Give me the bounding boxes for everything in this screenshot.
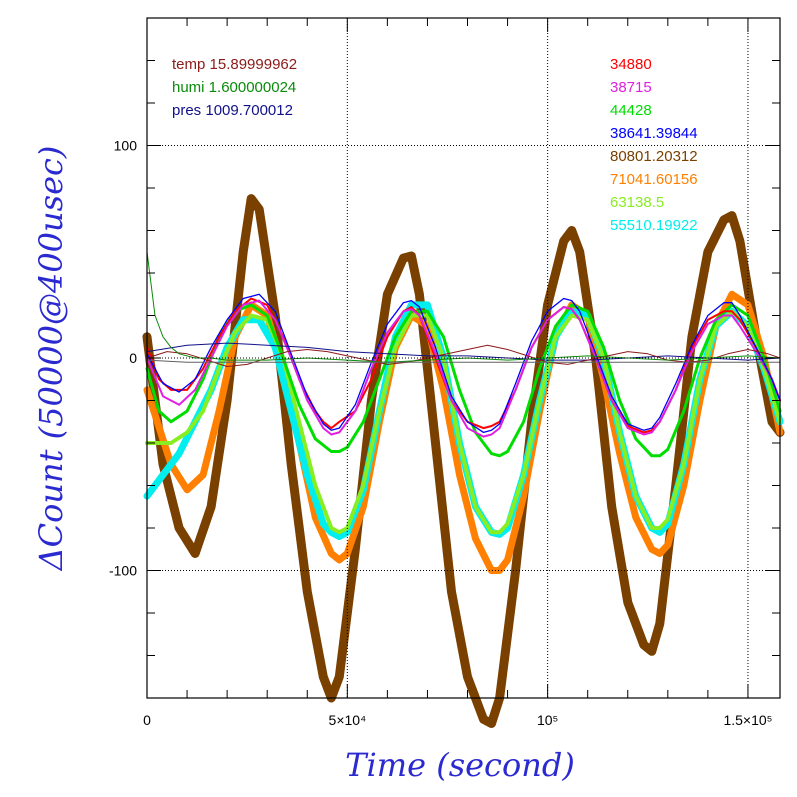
series-line-8 [146, 293, 781, 434]
legend-left-entry-humi: humi 1.600000024 [172, 79, 296, 96]
grid-layer [147, 18, 780, 698]
series-line-9 [146, 342, 781, 361]
legend-left: temp 15.89999962 humi 1.600000024 pres 100… [172, 56, 297, 119]
ticks-layer [146, 17, 780, 699]
legend-left-entry-temp: temp 15.89999962 [172, 56, 297, 73]
legend-right-entry-4: 38641.39844 [610, 125, 698, 142]
y-tick-label-1: 0 [129, 350, 137, 366]
legend-right-entry-8: 55510.19922 [610, 217, 698, 234]
legend-right-entry-1: 34880 [610, 56, 652, 73]
x-tick-label-2: 10⁵ [537, 712, 558, 728]
legend-right-entry-2: 38715 [610, 79, 652, 96]
y-axis-title: ΔCount (50000@400usec) [32, 146, 70, 573]
tick-labels-layer: 0 5×10⁴ 10⁵ 1.5×10⁵ -100 0 100 [109, 138, 772, 729]
legend-left-entry-pres: pres 1009.700012 [172, 102, 293, 119]
series-line-12 [146, 359, 781, 363]
x-tick-label-3: 1.5×10⁵ [723, 712, 772, 728]
series-line-4 [145, 309, 782, 535]
legend-right-entry-7: 63138.5 [610, 194, 664, 211]
legend-right-entry-3: 44428 [610, 102, 652, 119]
x-axis-title: Time (second) [345, 746, 575, 784]
y-tick-label-2: 100 [114, 138, 138, 154]
legend-right-entry-6: 71041.60156 [610, 171, 698, 188]
legend-right-entry-5: 80801.20312 [610, 148, 698, 165]
y-tick-label-0: -100 [109, 563, 137, 579]
series-line-5 [145, 303, 782, 458]
series-layer [142, 194, 785, 728]
legend-right: 34880 38715 44428 38641.39844 80801.20312 710… [610, 56, 698, 234]
series-line-7 [146, 299, 781, 438]
x-tick-label-1: 5×10⁴ [329, 712, 367, 728]
x-tick-label-0: 0 [143, 712, 151, 728]
